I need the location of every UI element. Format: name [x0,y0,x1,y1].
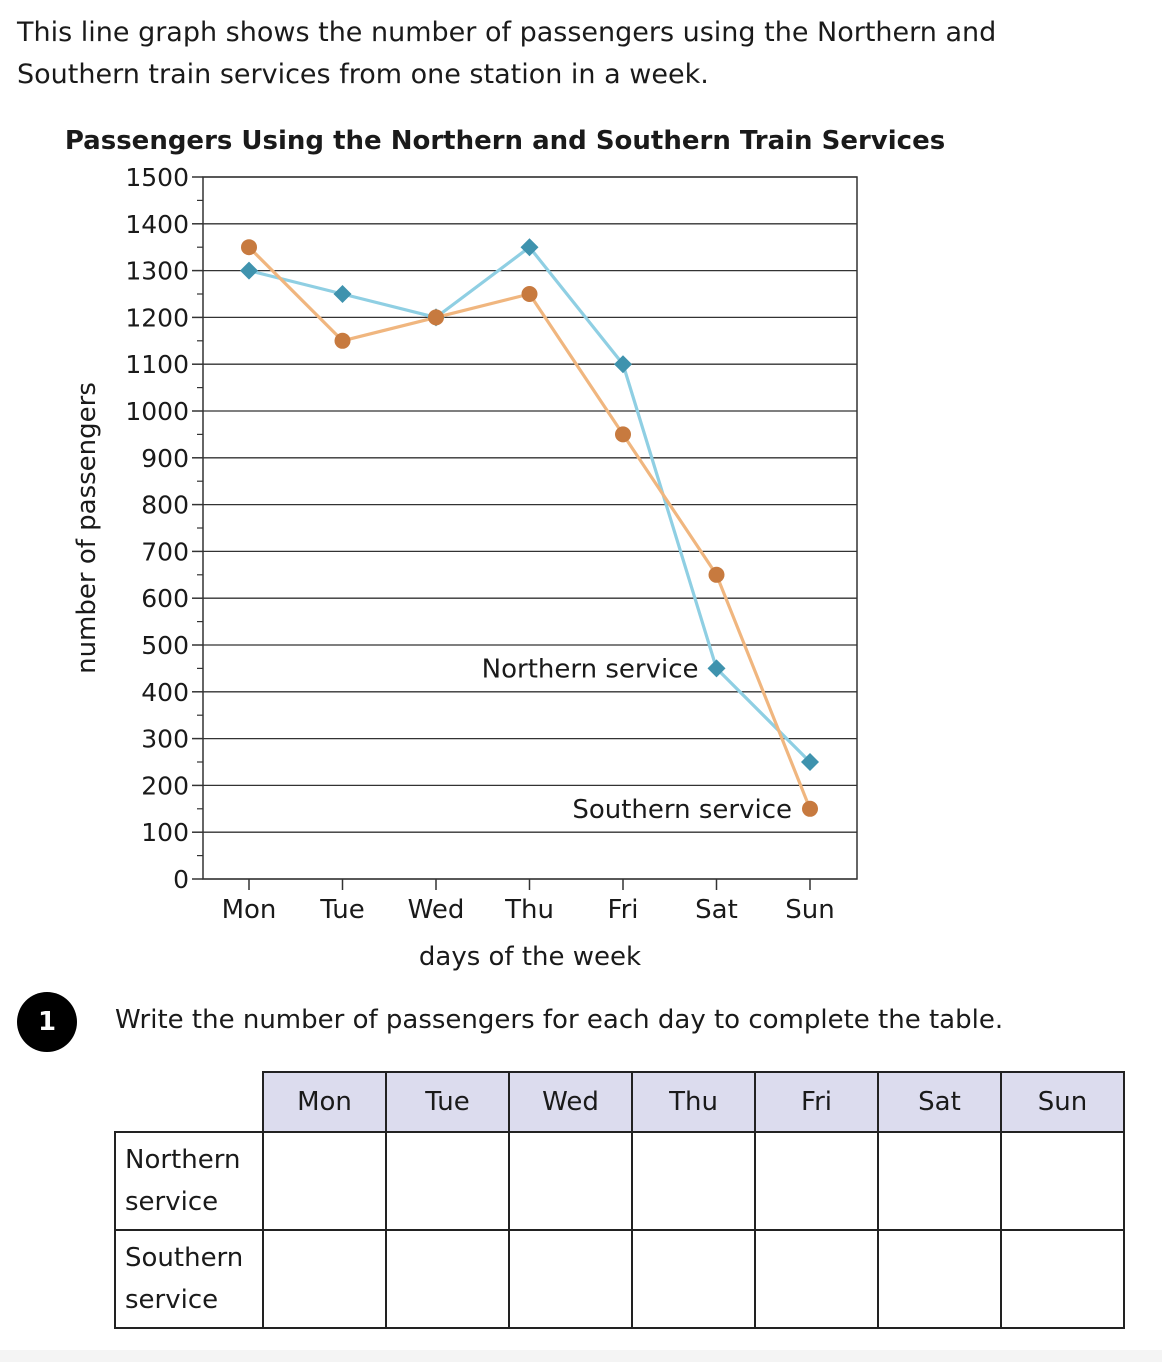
table-row-southern: Southern service [114,1229,1125,1329]
series-label: Northern service [482,654,699,684]
day-header: Fri [754,1071,879,1133]
x-tick-label: Thu [504,895,554,925]
y-tick-label: 100 [141,818,189,847]
intro-line-2: Southern train services from one station… [17,59,709,90]
y-tick-label: 400 [141,678,189,707]
y-tick-label: 1000 [125,397,189,426]
y-tick-label: 600 [141,584,189,613]
northern-point [520,238,539,257]
series-label: Southern service [572,795,792,825]
answer-cell[interactable] [754,1131,879,1231]
y-tick-label: 900 [141,444,189,473]
row-header-line: Southern [125,1243,244,1273]
answer-cell[interactable] [262,1229,387,1329]
y-tick-label: 1500 [125,163,189,192]
southern-point [802,800,818,817]
answer-cell[interactable] [631,1229,756,1329]
question-number-badge: 1 [17,992,77,1052]
axes: 0 100 200 300 400 500 600 700 800 900 1000 1100 1200… [125,163,858,925]
x-tick-label: Fri [608,895,639,925]
row-header-line: service [125,1285,219,1315]
question-number: 1 [37,1007,57,1037]
y-axis-label: number of passengers [72,382,102,674]
answer-cell[interactable] [385,1131,510,1231]
northern-point [801,753,819,771]
series: Northern service Southern service [240,238,819,825]
x-tick-label: Sat [695,895,738,925]
answer-cell[interactable] [754,1229,879,1329]
y-tick-label: 1200 [125,303,189,332]
row-header-southern: Southern service [114,1229,264,1329]
answer-cell[interactable] [877,1131,1002,1231]
day-header: Tue [385,1071,510,1133]
northern-point [333,285,352,303]
southern-point [241,239,257,256]
y-tick-label: 1400 [125,210,189,239]
x-tick-label: Tue [319,895,364,925]
answer-cell[interactable] [877,1229,1002,1329]
y-tick-label: 700 [141,537,189,566]
answer-table: Mon Tue Wed Thu Fri Sat Sun Northern ser… [114,1071,1125,1329]
northern-point [240,261,258,280]
answer-cell[interactable] [508,1131,633,1231]
y-tick-label: 0 [173,865,189,894]
x-tick-label: Sun [785,895,834,925]
x-tick-label: Mon [222,895,277,925]
row-header-northern: Northern service [114,1131,264,1231]
day-header: Wed [508,1071,633,1133]
y-tick-label: 1100 [125,350,189,379]
answer-cell[interactable] [1000,1229,1125,1329]
northern-point [707,659,726,678]
y-tick-label: 500 [141,631,189,660]
day-header: Thu [631,1071,756,1133]
y-tick-label: 800 [141,491,189,520]
series-line-southern [247,246,812,810]
answer-cell[interactable] [508,1229,633,1329]
page-bottom-edge [0,1350,1162,1362]
chart-title: Passengers Using the Northern and Southe… [65,126,945,156]
y-tick-label: 200 [141,771,189,800]
y-tick-label: 300 [141,725,189,754]
answer-cell[interactable] [1000,1131,1125,1231]
table-corner [115,1072,264,1133]
day-header: Mon [262,1071,387,1133]
intro-text: This line graph shows the number of pass… [17,12,1117,96]
southern-point [521,286,538,302]
day-header: Sat [877,1071,1002,1133]
intro-line-1: This line graph shows the number of pass… [17,17,997,48]
southern-point [708,566,725,583]
answer-cell[interactable] [262,1131,387,1231]
y-tick-label: 1300 [125,257,189,286]
question-text: Write the number of passengers for each … [115,1005,1004,1035]
day-header: Sun [1000,1071,1125,1133]
southern-point [615,426,631,443]
grid-lines [203,176,857,880]
table-row-northern: Northern service [114,1131,1125,1231]
answer-cell[interactable] [631,1131,756,1231]
southern-point [334,332,351,349]
x-tick-label: Wed [408,895,465,925]
row-header-line: Northern [125,1145,241,1175]
answer-cell[interactable] [385,1229,510,1329]
x-axis-label: days of the week [419,942,641,972]
line-chart: Passengers Using the Northern and Southe… [65,126,945,972]
row-header-line: service [125,1187,219,1217]
northern-point [614,355,632,374]
table-header-row: Mon Tue Wed Thu Fri Sat Sun [115,1071,1125,1133]
southern-point [428,309,444,326]
